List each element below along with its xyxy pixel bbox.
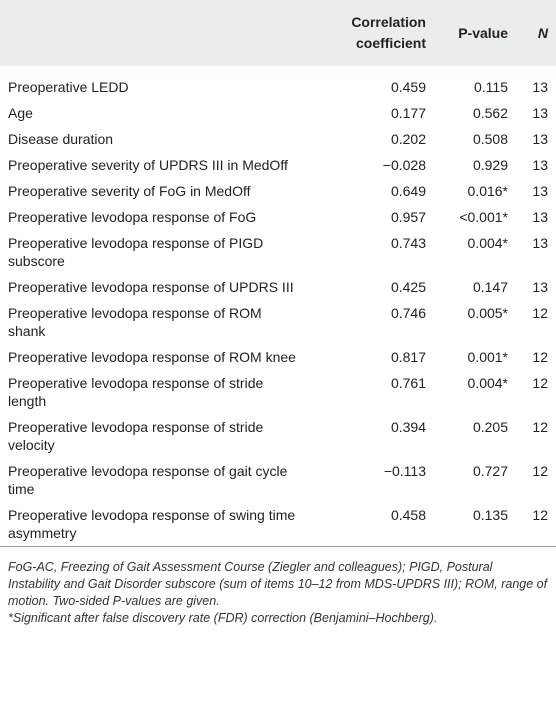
cell: 0.004*: [467, 375, 508, 391]
table-row: Preoperative levodopa response of ROM kn…: [0, 344, 556, 370]
cell: 0.004*: [467, 235, 508, 251]
table-row: Preoperative levodopa response of ROM sh…: [0, 300, 556, 344]
cell: 0.761: [390, 375, 426, 391]
table-header: Correlation coefficient P-value N: [0, 0, 556, 66]
table-row: Age 0.177 0.562 13: [0, 100, 556, 126]
cell: −0.113: [383, 463, 426, 479]
cell: 0.202: [390, 131, 426, 147]
cell: −0.028: [382, 157, 426, 173]
cell: 13: [532, 79, 548, 95]
cell: 13: [532, 105, 548, 121]
row-label: Preoperative severity of FoG in MedOff: [8, 183, 251, 199]
cell: 0.394: [390, 419, 426, 435]
cell: 13: [532, 157, 548, 173]
cell: 0.508: [472, 131, 508, 147]
row-label: Preoperative levodopa response of ROM kn…: [8, 349, 296, 365]
row-label: Age: [8, 105, 33, 121]
header-cell: Correlation coefficient: [351, 14, 426, 51]
table-row: Preoperative severity of FoG in MedOff 0.…: [0, 178, 556, 204]
cell: <0.001*: [459, 209, 508, 225]
cell: 0.425: [390, 279, 426, 295]
cell: 0.115: [474, 79, 508, 95]
cell: 13: [532, 209, 548, 225]
cell: 0.458: [306, 502, 434, 547]
row-label: Preoperative levodopa response of PIGD s…: [8, 235, 264, 269]
cell: 0.135: [434, 502, 516, 547]
cell: 0.016*: [467, 183, 508, 199]
cell: 0.001*: [467, 349, 508, 365]
cell: 0.459: [390, 79, 426, 95]
table-row: Disease duration 0.202 0.508 13: [0, 126, 556, 152]
cell: 0.205: [472, 419, 508, 435]
header-cell: N: [537, 24, 548, 41]
row-label: Preoperative levodopa response of stride…: [8, 375, 264, 409]
cell: 12: [532, 419, 548, 435]
table-row: Preoperative levodopa response of FoG 0.9…: [0, 204, 556, 230]
row-label: Preoperative levodopa response of stride…: [8, 419, 264, 453]
row-label: Preoperative levodopa response of swing …: [0, 502, 306, 547]
cell: 12: [532, 305, 548, 321]
cell: 0.957: [390, 209, 426, 225]
cell: 0.562: [472, 105, 508, 121]
table-row: Preoperative levodopa response of stride…: [0, 414, 556, 458]
cell: 13: [532, 279, 548, 295]
row-label: Preoperative LEDD: [8, 79, 129, 95]
footnote: *Significant after false discovery rate …: [8, 611, 438, 625]
cell: 13: [532, 235, 548, 251]
row-label: Disease duration: [8, 131, 114, 147]
table-row: Preoperative LEDD 0.459 0.115 13: [0, 66, 556, 100]
table-row: Preoperative levodopa response of stride…: [0, 370, 556, 414]
cell: 12: [532, 349, 548, 365]
table-row: Preoperative levodopa response of UPDRS …: [0, 274, 556, 300]
cell: 0.817: [390, 349, 426, 365]
row-label: Preoperative levodopa response of gait c…: [8, 463, 288, 497]
header-cell: P-value: [458, 24, 508, 41]
table-body: Preoperative LEDD 0.459 0.115 13 Age 0.177 0.5…: [0, 66, 556, 547]
row-label: Preoperative levodopa response of FoG: [8, 209, 257, 225]
table-row: Preoperative levodopa response of PIGD s…: [0, 230, 556, 274]
table-row: Preoperative levodopa response of swing …: [0, 502, 556, 547]
header-row: Correlation coefficient P-value N: [0, 0, 556, 66]
cell: 0.929: [472, 157, 508, 173]
cell: 0.177: [390, 105, 426, 121]
table-row: Preoperative levodopa response of gait c…: [0, 458, 556, 502]
footnote: FoG-AC, Freezing of Gait Assessment Cour…: [8, 560, 548, 608]
cell: 0.727: [472, 463, 508, 479]
footnotes: FoG-AC, Freezing of Gait Assessment Cour…: [0, 547, 556, 627]
cell: 0.746: [390, 305, 426, 321]
row-label: Preoperative levodopa response of ROM sh…: [8, 305, 262, 339]
header-cell: [0, 0, 306, 66]
cell: 12: [516, 502, 556, 547]
cell: 0.649: [390, 183, 426, 199]
data-table: Correlation coefficient P-value N Preope…: [0, 0, 556, 547]
cell: 13: [532, 183, 548, 199]
cell: 0.005*: [467, 305, 508, 321]
cell: 12: [532, 375, 548, 391]
cell: 0.743: [390, 235, 426, 251]
row-label: Preoperative severity of UPDRS III in Me…: [8, 157, 288, 173]
cell: 13: [532, 131, 548, 147]
table-row: Preoperative severity of UPDRS III in Me…: [0, 152, 556, 178]
row-label: Preoperative levodopa response of UPDRS …: [8, 279, 294, 295]
cell: 12: [532, 463, 548, 479]
cell: 0.147: [472, 279, 508, 295]
